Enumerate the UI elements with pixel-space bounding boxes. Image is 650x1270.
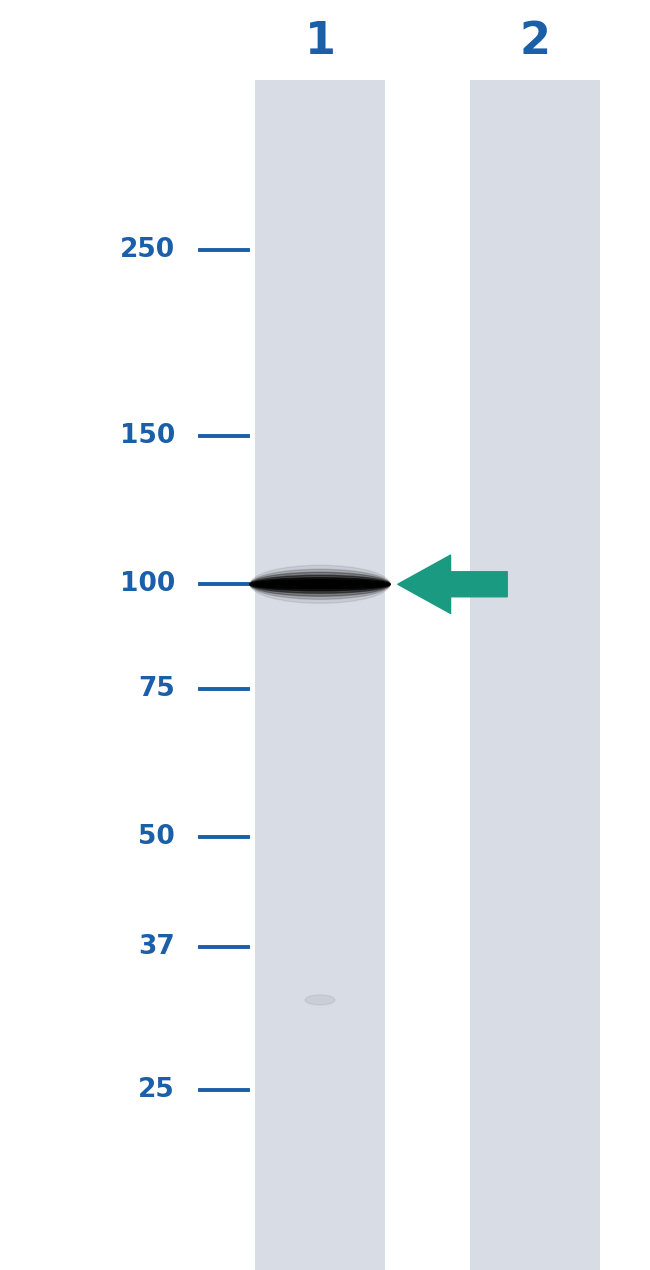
Ellipse shape <box>250 569 390 599</box>
Ellipse shape <box>250 580 390 589</box>
Ellipse shape <box>250 582 390 587</box>
Text: 37: 37 <box>138 933 175 960</box>
Text: 75: 75 <box>138 676 175 702</box>
Text: 250: 250 <box>120 237 175 263</box>
Bar <box>255 80 385 1270</box>
Text: 150: 150 <box>120 423 175 450</box>
Text: 1: 1 <box>304 20 335 64</box>
Ellipse shape <box>305 994 335 1005</box>
Ellipse shape <box>250 565 390 603</box>
Text: 100: 100 <box>120 572 175 597</box>
Ellipse shape <box>250 578 390 591</box>
Text: 50: 50 <box>138 824 175 850</box>
Ellipse shape <box>250 575 390 593</box>
Text: 25: 25 <box>138 1077 175 1104</box>
Ellipse shape <box>250 573 390 597</box>
Bar <box>470 80 600 1270</box>
Text: 2: 2 <box>519 20 551 64</box>
